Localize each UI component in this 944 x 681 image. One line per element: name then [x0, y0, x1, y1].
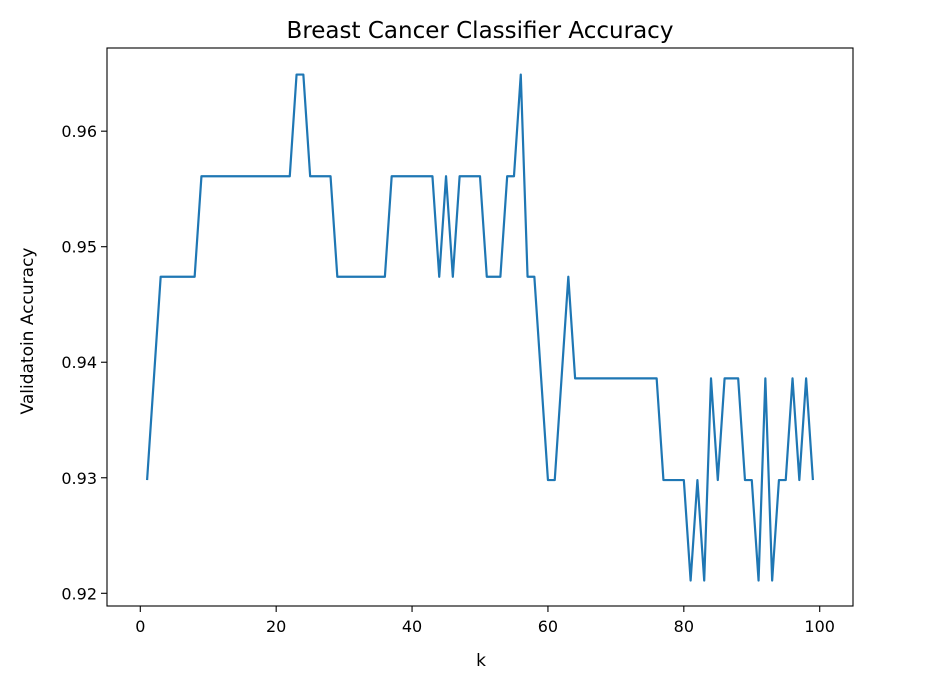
- plot-area: 0 20 40 60 80 100 0.92 0.93 0.94 0.95 0.96: [61, 47, 854, 636]
- x-tick-label: 80: [674, 617, 694, 636]
- y-tick-label: 0.94: [61, 353, 97, 372]
- chart-title: Breast Cancer Classifier Accuracy: [287, 18, 674, 44]
- series-line-0: [145, 73, 815, 582]
- x-tick-label: 100: [804, 617, 835, 636]
- x-tick-label: 0: [135, 617, 145, 636]
- axes-frame: [106, 47, 854, 607]
- y-tick-label: 0.93: [61, 469, 97, 488]
- y-axis-label: Validatoin Accuracy: [18, 248, 38, 415]
- y-tick-label: 0.96: [61, 122, 97, 141]
- x-axis-label: k: [476, 651, 486, 671]
- x-tick-label: 20: [266, 617, 286, 636]
- x-tick-label: 40: [402, 617, 422, 636]
- y-tick-label: 0.95: [61, 238, 97, 257]
- x-tick-label: 60: [538, 617, 558, 636]
- y-tick-label: 0.92: [61, 584, 97, 603]
